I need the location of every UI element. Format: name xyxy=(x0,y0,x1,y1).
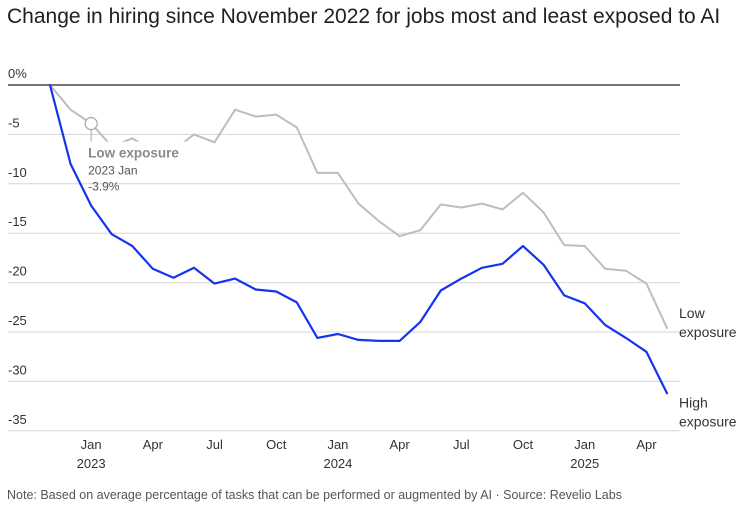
x-tick-label: Oct xyxy=(513,437,534,452)
series-lines xyxy=(48,83,669,395)
x-tick-label: Apr xyxy=(143,437,164,452)
annotation: Low exposure 2023 Jan -3.9% xyxy=(84,116,194,194)
series-label: exposure xyxy=(679,324,737,340)
x-tick-label: Oct xyxy=(266,437,287,452)
y-tick-label: 0% xyxy=(8,66,27,81)
x-tick-year: 2023 xyxy=(77,456,106,471)
series-label: exposure xyxy=(679,413,737,429)
x-tick-label: Jul xyxy=(206,437,223,452)
chart-note: Note: Based on average percentage of tas… xyxy=(7,488,622,502)
gridlines xyxy=(8,84,680,432)
annotation-date: 2023 Jan xyxy=(88,164,137,178)
y-tick-label: -20 xyxy=(8,264,27,279)
series-end-labels: Low exposure High exposure xyxy=(679,305,737,429)
x-tick-label: Jan xyxy=(574,437,595,452)
annotation-title: Low exposure xyxy=(88,146,179,161)
y-tick-label: -10 xyxy=(8,165,27,180)
y-tick-label: -35 xyxy=(8,412,27,427)
series-label: High xyxy=(679,394,708,410)
series-line-high-exposure xyxy=(48,83,669,395)
x-tick-year: 2025 xyxy=(570,456,599,471)
annotation-backdrop xyxy=(87,141,194,162)
y-tick-label: -25 xyxy=(8,313,27,328)
chart-title: Change in hiring since November 2022 for… xyxy=(7,5,721,28)
annotation-value: -3.9% xyxy=(88,180,120,194)
x-tick-label: Apr xyxy=(636,437,657,452)
y-tick-label: -5 xyxy=(8,115,20,130)
series-line-low-exposure xyxy=(49,84,668,329)
x-tick-label: Jan xyxy=(327,437,348,452)
y-tick-label: -15 xyxy=(8,214,27,229)
y-axis-ticks: 0% -5 -10 -15 -20 -25 -30 -35 xyxy=(8,66,27,427)
x-tick-label: Jan xyxy=(81,437,102,452)
series-label: Low xyxy=(679,305,706,321)
x-tick-year: 2024 xyxy=(323,456,352,471)
y-tick-label: -30 xyxy=(8,362,27,377)
x-axis-ticks: Jan 2023 Apr Jul Oct Jan 2024 Apr Jul Oct Jan 2025 A… xyxy=(77,437,658,471)
x-tick-label: Jul xyxy=(453,437,470,452)
x-tick-label: Apr xyxy=(390,437,411,452)
annotation-marker xyxy=(84,116,98,131)
